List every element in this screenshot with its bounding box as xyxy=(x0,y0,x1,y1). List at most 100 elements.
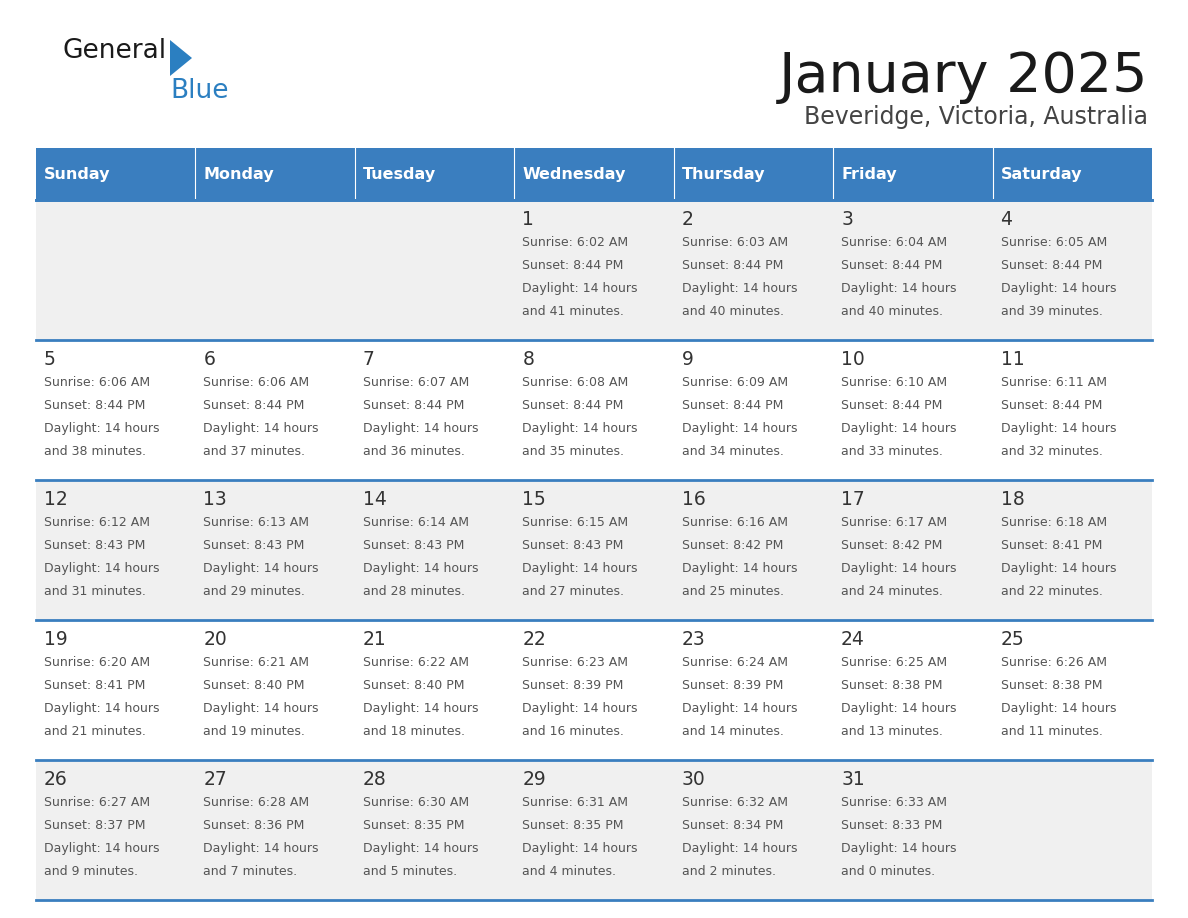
Text: and 29 minutes.: and 29 minutes. xyxy=(203,586,305,599)
Text: Sunrise: 6:06 AM: Sunrise: 6:06 AM xyxy=(203,376,310,389)
Text: Daylight: 14 hours: Daylight: 14 hours xyxy=(44,422,159,435)
Text: and 11 minutes.: and 11 minutes. xyxy=(1000,725,1102,738)
Text: 27: 27 xyxy=(203,770,227,789)
Text: Sunset: 8:43 PM: Sunset: 8:43 PM xyxy=(44,539,145,552)
Text: Daylight: 14 hours: Daylight: 14 hours xyxy=(203,702,318,715)
Bar xyxy=(355,148,514,200)
Text: Sunset: 8:43 PM: Sunset: 8:43 PM xyxy=(523,539,624,552)
Text: Sunset: 8:44 PM: Sunset: 8:44 PM xyxy=(44,399,145,412)
Text: General: General xyxy=(62,38,166,64)
Text: 3: 3 xyxy=(841,210,853,229)
Text: Sunset: 8:44 PM: Sunset: 8:44 PM xyxy=(1000,259,1102,272)
Text: and 39 minutes.: and 39 minutes. xyxy=(1000,306,1102,319)
Text: 11: 11 xyxy=(1000,350,1024,369)
Bar xyxy=(36,480,1152,620)
Text: 26: 26 xyxy=(44,770,68,789)
Text: Sunset: 8:35 PM: Sunset: 8:35 PM xyxy=(362,819,465,832)
Text: Sunrise: 6:25 AM: Sunrise: 6:25 AM xyxy=(841,656,947,669)
Text: 22: 22 xyxy=(523,630,546,649)
Text: and 37 minutes.: and 37 minutes. xyxy=(203,445,305,458)
Text: Sunrise: 6:22 AM: Sunrise: 6:22 AM xyxy=(362,656,469,669)
Bar xyxy=(36,620,1152,760)
Text: 8: 8 xyxy=(523,350,535,369)
Text: Sunrise: 6:32 AM: Sunrise: 6:32 AM xyxy=(682,796,788,809)
Text: Blue: Blue xyxy=(170,78,228,104)
Text: and 25 minutes.: and 25 minutes. xyxy=(682,586,784,599)
Text: Daylight: 14 hours: Daylight: 14 hours xyxy=(841,422,956,435)
Text: Daylight: 14 hours: Daylight: 14 hours xyxy=(1000,422,1116,435)
Text: Daylight: 14 hours: Daylight: 14 hours xyxy=(682,842,797,856)
Text: and 33 minutes.: and 33 minutes. xyxy=(841,445,943,458)
Text: and 19 minutes.: and 19 minutes. xyxy=(203,725,305,738)
Text: Daylight: 14 hours: Daylight: 14 hours xyxy=(362,422,479,435)
Text: Sunset: 8:44 PM: Sunset: 8:44 PM xyxy=(1000,399,1102,412)
Text: Sunset: 8:41 PM: Sunset: 8:41 PM xyxy=(1000,539,1102,552)
Text: Sunrise: 6:30 AM: Sunrise: 6:30 AM xyxy=(362,796,469,809)
Text: Sunrise: 6:06 AM: Sunrise: 6:06 AM xyxy=(44,376,150,389)
Text: and 38 minutes.: and 38 minutes. xyxy=(44,445,146,458)
Text: Sunset: 8:42 PM: Sunset: 8:42 PM xyxy=(841,539,942,552)
Bar xyxy=(36,760,1152,900)
Text: and 4 minutes.: and 4 minutes. xyxy=(523,866,617,879)
Text: Sunset: 8:35 PM: Sunset: 8:35 PM xyxy=(523,819,624,832)
Text: Sunrise: 6:13 AM: Sunrise: 6:13 AM xyxy=(203,516,309,529)
Text: 5: 5 xyxy=(44,350,56,369)
Text: Sunset: 8:33 PM: Sunset: 8:33 PM xyxy=(841,819,942,832)
Text: and 41 minutes.: and 41 minutes. xyxy=(523,306,624,319)
Text: Daylight: 14 hours: Daylight: 14 hours xyxy=(44,702,159,715)
Text: Daylight: 14 hours: Daylight: 14 hours xyxy=(1000,562,1116,576)
Text: Sunset: 8:42 PM: Sunset: 8:42 PM xyxy=(682,539,783,552)
Text: Sunset: 8:37 PM: Sunset: 8:37 PM xyxy=(44,819,145,832)
Text: Wednesday: Wednesday xyxy=(523,166,626,182)
Text: and 2 minutes.: and 2 minutes. xyxy=(682,866,776,879)
Text: 18: 18 xyxy=(1000,490,1024,509)
Text: Sunrise: 6:27 AM: Sunrise: 6:27 AM xyxy=(44,796,150,809)
Text: 16: 16 xyxy=(682,490,706,509)
Text: Sunset: 8:44 PM: Sunset: 8:44 PM xyxy=(523,259,624,272)
Text: Sunrise: 6:31 AM: Sunrise: 6:31 AM xyxy=(523,796,628,809)
Text: and 24 minutes.: and 24 minutes. xyxy=(841,586,943,599)
Text: Sunrise: 6:10 AM: Sunrise: 6:10 AM xyxy=(841,376,947,389)
Text: Sunset: 8:38 PM: Sunset: 8:38 PM xyxy=(841,679,942,692)
Text: Sunrise: 6:03 AM: Sunrise: 6:03 AM xyxy=(682,236,788,249)
Text: 6: 6 xyxy=(203,350,215,369)
Text: Sunrise: 6:09 AM: Sunrise: 6:09 AM xyxy=(682,376,788,389)
Text: Sunset: 8:34 PM: Sunset: 8:34 PM xyxy=(682,819,783,832)
Text: Daylight: 14 hours: Daylight: 14 hours xyxy=(523,842,638,856)
Text: Sunday: Sunday xyxy=(44,166,110,182)
Text: Friday: Friday xyxy=(841,166,897,182)
Text: Sunset: 8:44 PM: Sunset: 8:44 PM xyxy=(682,259,783,272)
Text: Sunset: 8:43 PM: Sunset: 8:43 PM xyxy=(362,539,465,552)
Text: and 0 minutes.: and 0 minutes. xyxy=(841,866,935,879)
Text: and 14 minutes.: and 14 minutes. xyxy=(682,725,784,738)
Text: Sunset: 8:40 PM: Sunset: 8:40 PM xyxy=(203,679,305,692)
Bar xyxy=(196,148,355,200)
Text: Daylight: 14 hours: Daylight: 14 hours xyxy=(362,842,479,856)
Text: Monday: Monday xyxy=(203,166,274,182)
Text: Sunrise: 6:07 AM: Sunrise: 6:07 AM xyxy=(362,376,469,389)
Text: 4: 4 xyxy=(1000,210,1012,229)
Text: Sunset: 8:44 PM: Sunset: 8:44 PM xyxy=(841,399,942,412)
Text: and 21 minutes.: and 21 minutes. xyxy=(44,725,146,738)
Text: and 34 minutes.: and 34 minutes. xyxy=(682,445,784,458)
Text: Daylight: 14 hours: Daylight: 14 hours xyxy=(203,842,318,856)
Text: and 35 minutes.: and 35 minutes. xyxy=(523,445,624,458)
Text: Saturday: Saturday xyxy=(1000,166,1082,182)
Text: 1: 1 xyxy=(523,210,535,229)
Text: Daylight: 14 hours: Daylight: 14 hours xyxy=(841,702,956,715)
Text: Sunrise: 6:26 AM: Sunrise: 6:26 AM xyxy=(1000,656,1106,669)
Text: Daylight: 14 hours: Daylight: 14 hours xyxy=(362,562,479,576)
Text: 23: 23 xyxy=(682,630,706,649)
Text: 20: 20 xyxy=(203,630,227,649)
Text: Sunrise: 6:33 AM: Sunrise: 6:33 AM xyxy=(841,796,947,809)
Text: and 5 minutes.: and 5 minutes. xyxy=(362,866,457,879)
Text: Daylight: 14 hours: Daylight: 14 hours xyxy=(682,562,797,576)
Text: Sunrise: 6:21 AM: Sunrise: 6:21 AM xyxy=(203,656,309,669)
Text: Sunrise: 6:20 AM: Sunrise: 6:20 AM xyxy=(44,656,150,669)
Text: January 2025: January 2025 xyxy=(778,50,1148,104)
Text: and 40 minutes.: and 40 minutes. xyxy=(841,306,943,319)
Text: 24: 24 xyxy=(841,630,865,649)
Text: Thursday: Thursday xyxy=(682,166,765,182)
Text: 30: 30 xyxy=(682,770,706,789)
Text: Sunset: 8:44 PM: Sunset: 8:44 PM xyxy=(523,399,624,412)
